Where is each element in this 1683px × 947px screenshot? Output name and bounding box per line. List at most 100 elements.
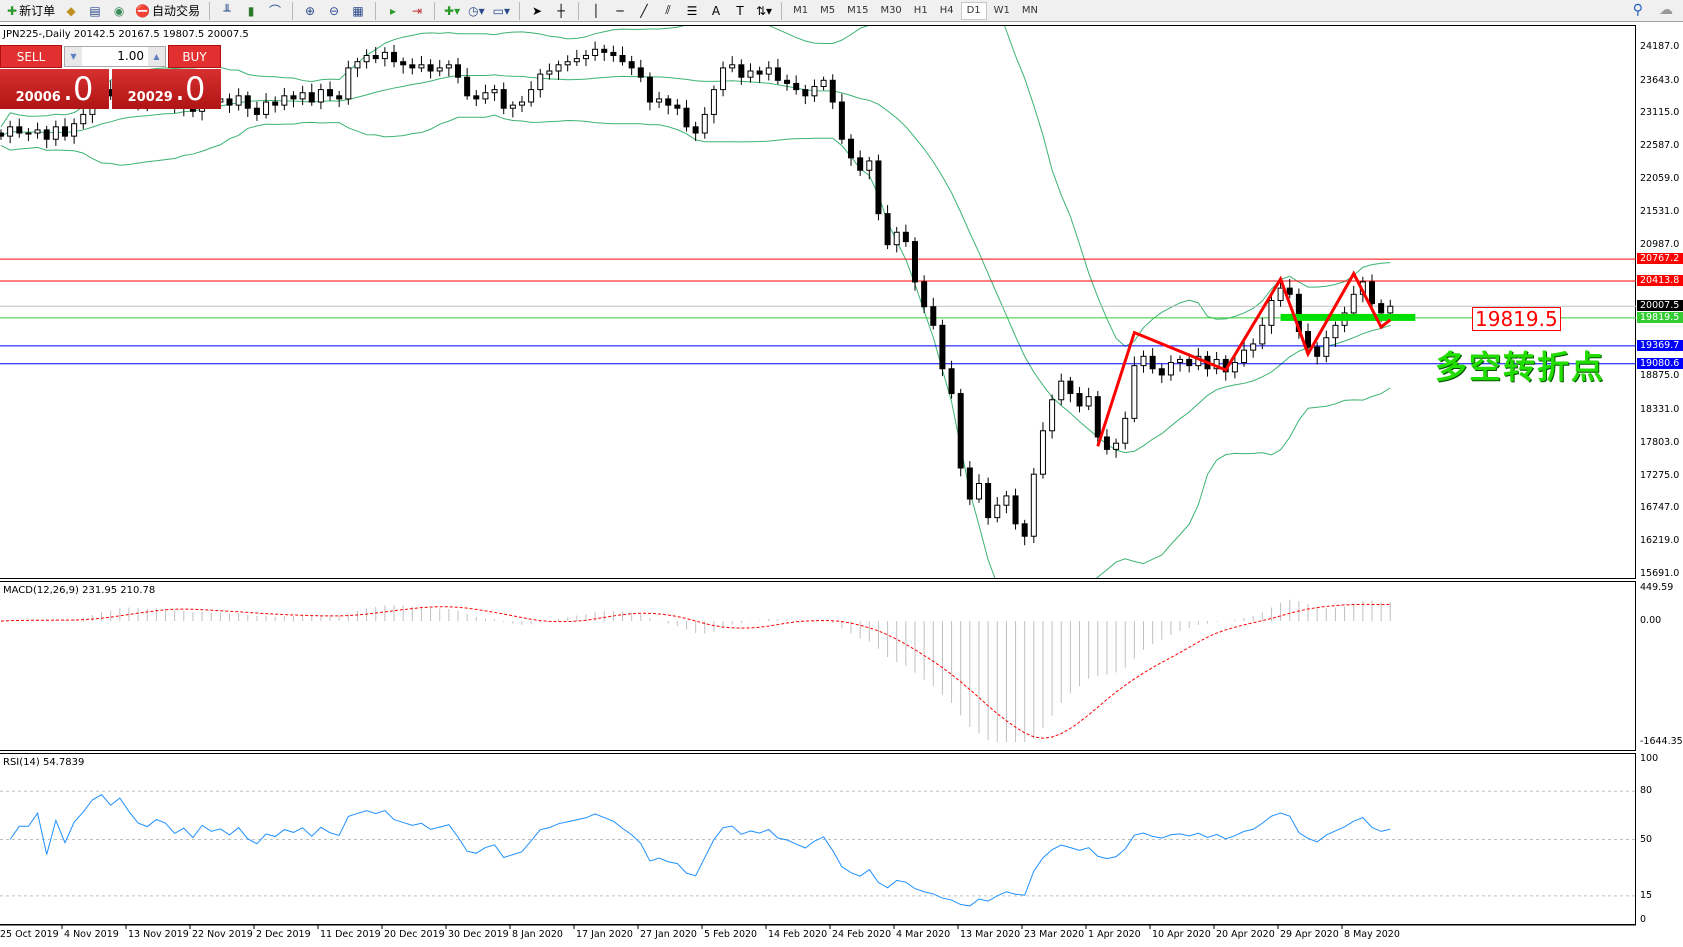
bullish-candle <box>1131 365 1138 419</box>
time-axis-label: 8 May 2020 <box>1344 929 1400 940</box>
sell-button[interactable]: SELL <box>0 45 62 68</box>
separator <box>519 1 520 20</box>
price-note-label[interactable]: 19819.5 <box>1472 307 1561 331</box>
price-line-tag: 19369.7 <box>1637 339 1683 351</box>
rsi-axis-label: 50 <box>1640 833 1653 845</box>
auto-trading-icon: ⛔ <box>135 3 151 18</box>
signal-icon[interactable]: ◉ <box>113 3 125 18</box>
lot-increase-icon[interactable]: ▲ <box>148 47 165 66</box>
candlestick-icon[interactable]: ▮ <box>247 3 255 18</box>
vertical-line-icon[interactable]: │ <box>592 3 600 18</box>
price-axis-label: 24187.0 <box>1640 41 1680 52</box>
macd-pane[interactable] <box>0 581 1636 751</box>
crosshair-icon[interactable]: ┼ <box>557 3 565 18</box>
time-axis-label: 4 Mar 2020 <box>896 929 951 940</box>
bullish-candle <box>537 73 544 91</box>
search-icon[interactable]: ⚲ <box>1632 2 1643 18</box>
timeframe-mn[interactable]: MN <box>1021 5 1038 16</box>
timeframe-m15[interactable]: M15 <box>847 5 869 16</box>
toolbar: ✚ 新订单 ◆ ▤ ◉ ⛔ 自动交易 ╨ ▮ ⌒ ⊕ ⊖ ▦ ▸ ⇥ ✚▾ ◷▾ ▭… <box>0 0 1683 22</box>
time-axis-label: 27 Jan 2020 <box>640 929 697 940</box>
community-icon[interactable]: ☁ <box>1659 2 1673 18</box>
price-axis-label: 22059.0 <box>1640 172 1680 184</box>
bullish-candle <box>975 482 982 500</box>
bullish-candle <box>710 89 717 115</box>
new-order-label: 新订单 <box>19 4 56 18</box>
time-axis-label: 25 Oct 2019 <box>0 929 59 940</box>
price-axis-label: 23643.0 <box>1640 74 1680 86</box>
zoom-in-icon[interactable]: ⊕ <box>305 3 316 18</box>
bearish-candle <box>1314 346 1321 357</box>
bullish-candle <box>34 129 41 134</box>
line-chart-icon[interactable]: ⌒ <box>269 4 282 18</box>
auto-trading-button[interactable]: ⛔ 自动交易 <box>132 1 203 21</box>
autoscroll-icon[interactable]: ⇥ <box>412 3 423 18</box>
price-axis-label: 18875.0 <box>1640 370 1680 382</box>
templates-icon[interactable]: ▭▾ <box>492 3 510 18</box>
indicators-icon[interactable]: ✚▾ <box>444 3 461 18</box>
fibonacci-icon[interactable]: ☰ <box>686 3 698 18</box>
lot-decrease-icon[interactable]: ▼ <box>65 47 82 66</box>
bullish-candle <box>1085 396 1092 407</box>
lot-size-input[interactable]: 1.00 <box>117 49 144 63</box>
rsi-axis-label: 80 <box>1640 785 1653 797</box>
cursor-icon[interactable]: ➤ <box>531 3 543 18</box>
bearish-candle <box>902 231 909 243</box>
bearish-candle <box>16 126 23 134</box>
bullish-candle <box>729 64 736 69</box>
timeframe-m5[interactable]: M5 <box>820 5 836 16</box>
bearish-candle <box>665 98 672 106</box>
bullish-candle <box>546 70 553 75</box>
bullish-candle <box>482 92 489 100</box>
time-axis-label: 23 Mar 2020 <box>1024 929 1085 940</box>
bearish-candle <box>372 54 379 60</box>
separator <box>434 1 436 20</box>
bullish-candle <box>582 54 589 60</box>
market-watch-icon[interactable]: ◆ <box>66 3 76 18</box>
bearish-candle <box>966 467 973 500</box>
tile-windows-icon[interactable]: ▦ <box>352 3 364 18</box>
sell-price[interactable]: 20006.0 <box>0 69 109 109</box>
buy-button[interactable]: BUY <box>168 45 221 68</box>
bullish-candle <box>994 504 1001 519</box>
buy-price[interactable]: 20029.0 <box>112 69 221 109</box>
bullish-candle <box>235 95 242 106</box>
timeframe-m1[interactable]: M1 <box>793 5 809 16</box>
bar-chart-icon[interactable]: ╨ <box>223 3 231 18</box>
horizontal-line-icon[interactable]: ─ <box>616 3 624 18</box>
equidistant-channel-icon[interactable]: ⫽ <box>665 3 671 17</box>
time-axis-label: 8 Jan 2020 <box>512 929 563 940</box>
bearish-candle <box>884 213 891 246</box>
bearish-candle <box>1286 287 1293 295</box>
timeframe-m30[interactable]: M30 <box>880 5 902 16</box>
timeframe-h1[interactable]: H1 <box>913 5 928 16</box>
navigator-icon[interactable]: ▤ <box>89 3 101 18</box>
price-chart-pane[interactable] <box>0 25 1636 579</box>
bearish-candle <box>930 306 937 326</box>
timeframe-h4[interactable]: H4 <box>939 5 954 16</box>
chart-shift-icon[interactable]: ▸ <box>390 3 397 18</box>
price-axis-label: 17803.0 <box>1640 436 1680 448</box>
bullish-candle <box>80 113 87 125</box>
lot-size-stepper[interactable]: ▼ 1.00 ▲ <box>64 46 166 67</box>
bearish-candle <box>1305 331 1312 348</box>
reversal-point-text[interactable]: 多空转折点 <box>1435 348 1606 386</box>
new-order-button[interactable]: ✚ 新订单 <box>4 1 58 21</box>
bearish-candle <box>875 160 882 215</box>
bearish-candle <box>464 76 471 97</box>
bullish-candle <box>656 98 663 103</box>
text-icon[interactable]: A <box>711 3 721 18</box>
bearish-candle <box>646 76 653 103</box>
bearish-candle <box>838 101 845 140</box>
trendline-icon[interactable]: ╱ <box>640 3 648 18</box>
timeframe-d1[interactable]: D1 <box>960 1 987 20</box>
zoom-out-icon[interactable]: ⊖ <box>329 3 340 18</box>
price-axis-label: 16747.0 <box>1640 502 1680 514</box>
timeframe-w1[interactable]: W1 <box>993 5 1010 16</box>
text-label-icon[interactable]: T <box>736 3 744 18</box>
arrows-icon[interactable]: ⇅▾ <box>756 3 773 18</box>
chart-title: JPN225-,Daily 20142.5 20167.5 19807.5 20… <box>3 29 249 40</box>
bullish-candle <box>720 67 727 91</box>
bearish-candle <box>912 241 918 283</box>
periods-icon[interactable]: ◷▾ <box>468 3 485 18</box>
